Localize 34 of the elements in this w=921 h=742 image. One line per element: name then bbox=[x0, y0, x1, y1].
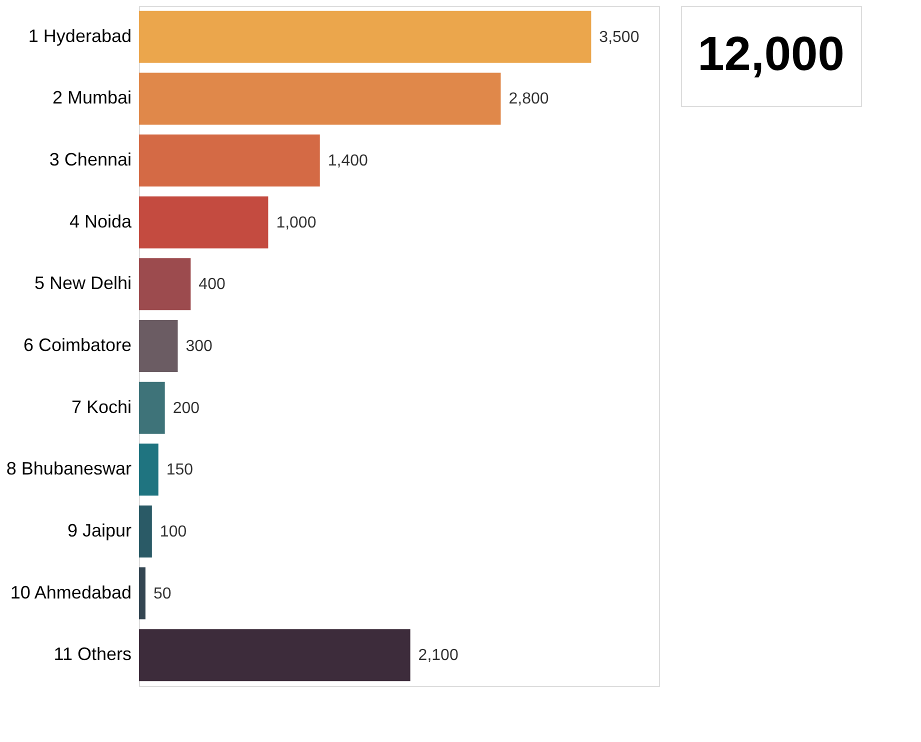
y-tick-label: 4 Noida bbox=[69, 211, 132, 232]
bar bbox=[139, 444, 158, 496]
bar bbox=[139, 134, 320, 187]
bar bbox=[139, 10, 592, 63]
text: 12,000 bbox=[698, 28, 844, 81]
data-label: 1,400 bbox=[328, 152, 368, 170]
y-tick-label: 11 Others bbox=[54, 644, 132, 664]
bar bbox=[139, 258, 191, 310]
bar bbox=[139, 505, 152, 558]
data-label: 200 bbox=[172, 400, 200, 417]
y-tick-label: 2 Mumbai bbox=[52, 88, 132, 108]
data-label: 3,500 bbox=[599, 28, 640, 46]
y-tick-label: 3 Chennai bbox=[49, 150, 132, 170]
data-label: 1,000 bbox=[276, 214, 316, 232]
data-label: 150 bbox=[166, 462, 194, 479]
y-tick-label: 1 Hyderabad bbox=[28, 26, 132, 46]
y-tick-label: 8 Bhubaneswar bbox=[6, 458, 132, 479]
data-label: 400 bbox=[198, 276, 226, 294]
bar bbox=[139, 382, 165, 434]
y-tick-label: 5 New Delhi bbox=[34, 273, 132, 294]
bar bbox=[139, 196, 268, 248]
y-tick-label: 6 Coimbatore bbox=[23, 335, 132, 355]
bar bbox=[139, 567, 146, 620]
bar bbox=[139, 320, 178, 372]
y-tick-label: 10 Ahmedabad bbox=[10, 582, 132, 602]
data-label: 100 bbox=[160, 523, 187, 540]
data-label: 50 bbox=[153, 585, 172, 602]
y-tick-label: 9 Jaipur bbox=[67, 520, 132, 540]
bar bbox=[139, 629, 410, 682]
y-tick-label: 7 Kochi bbox=[71, 396, 132, 417]
data-label: 2,100 bbox=[418, 647, 458, 664]
data-label: 300 bbox=[186, 338, 213, 355]
data-label: 2,800 bbox=[508, 90, 549, 108]
bar bbox=[139, 72, 501, 125]
